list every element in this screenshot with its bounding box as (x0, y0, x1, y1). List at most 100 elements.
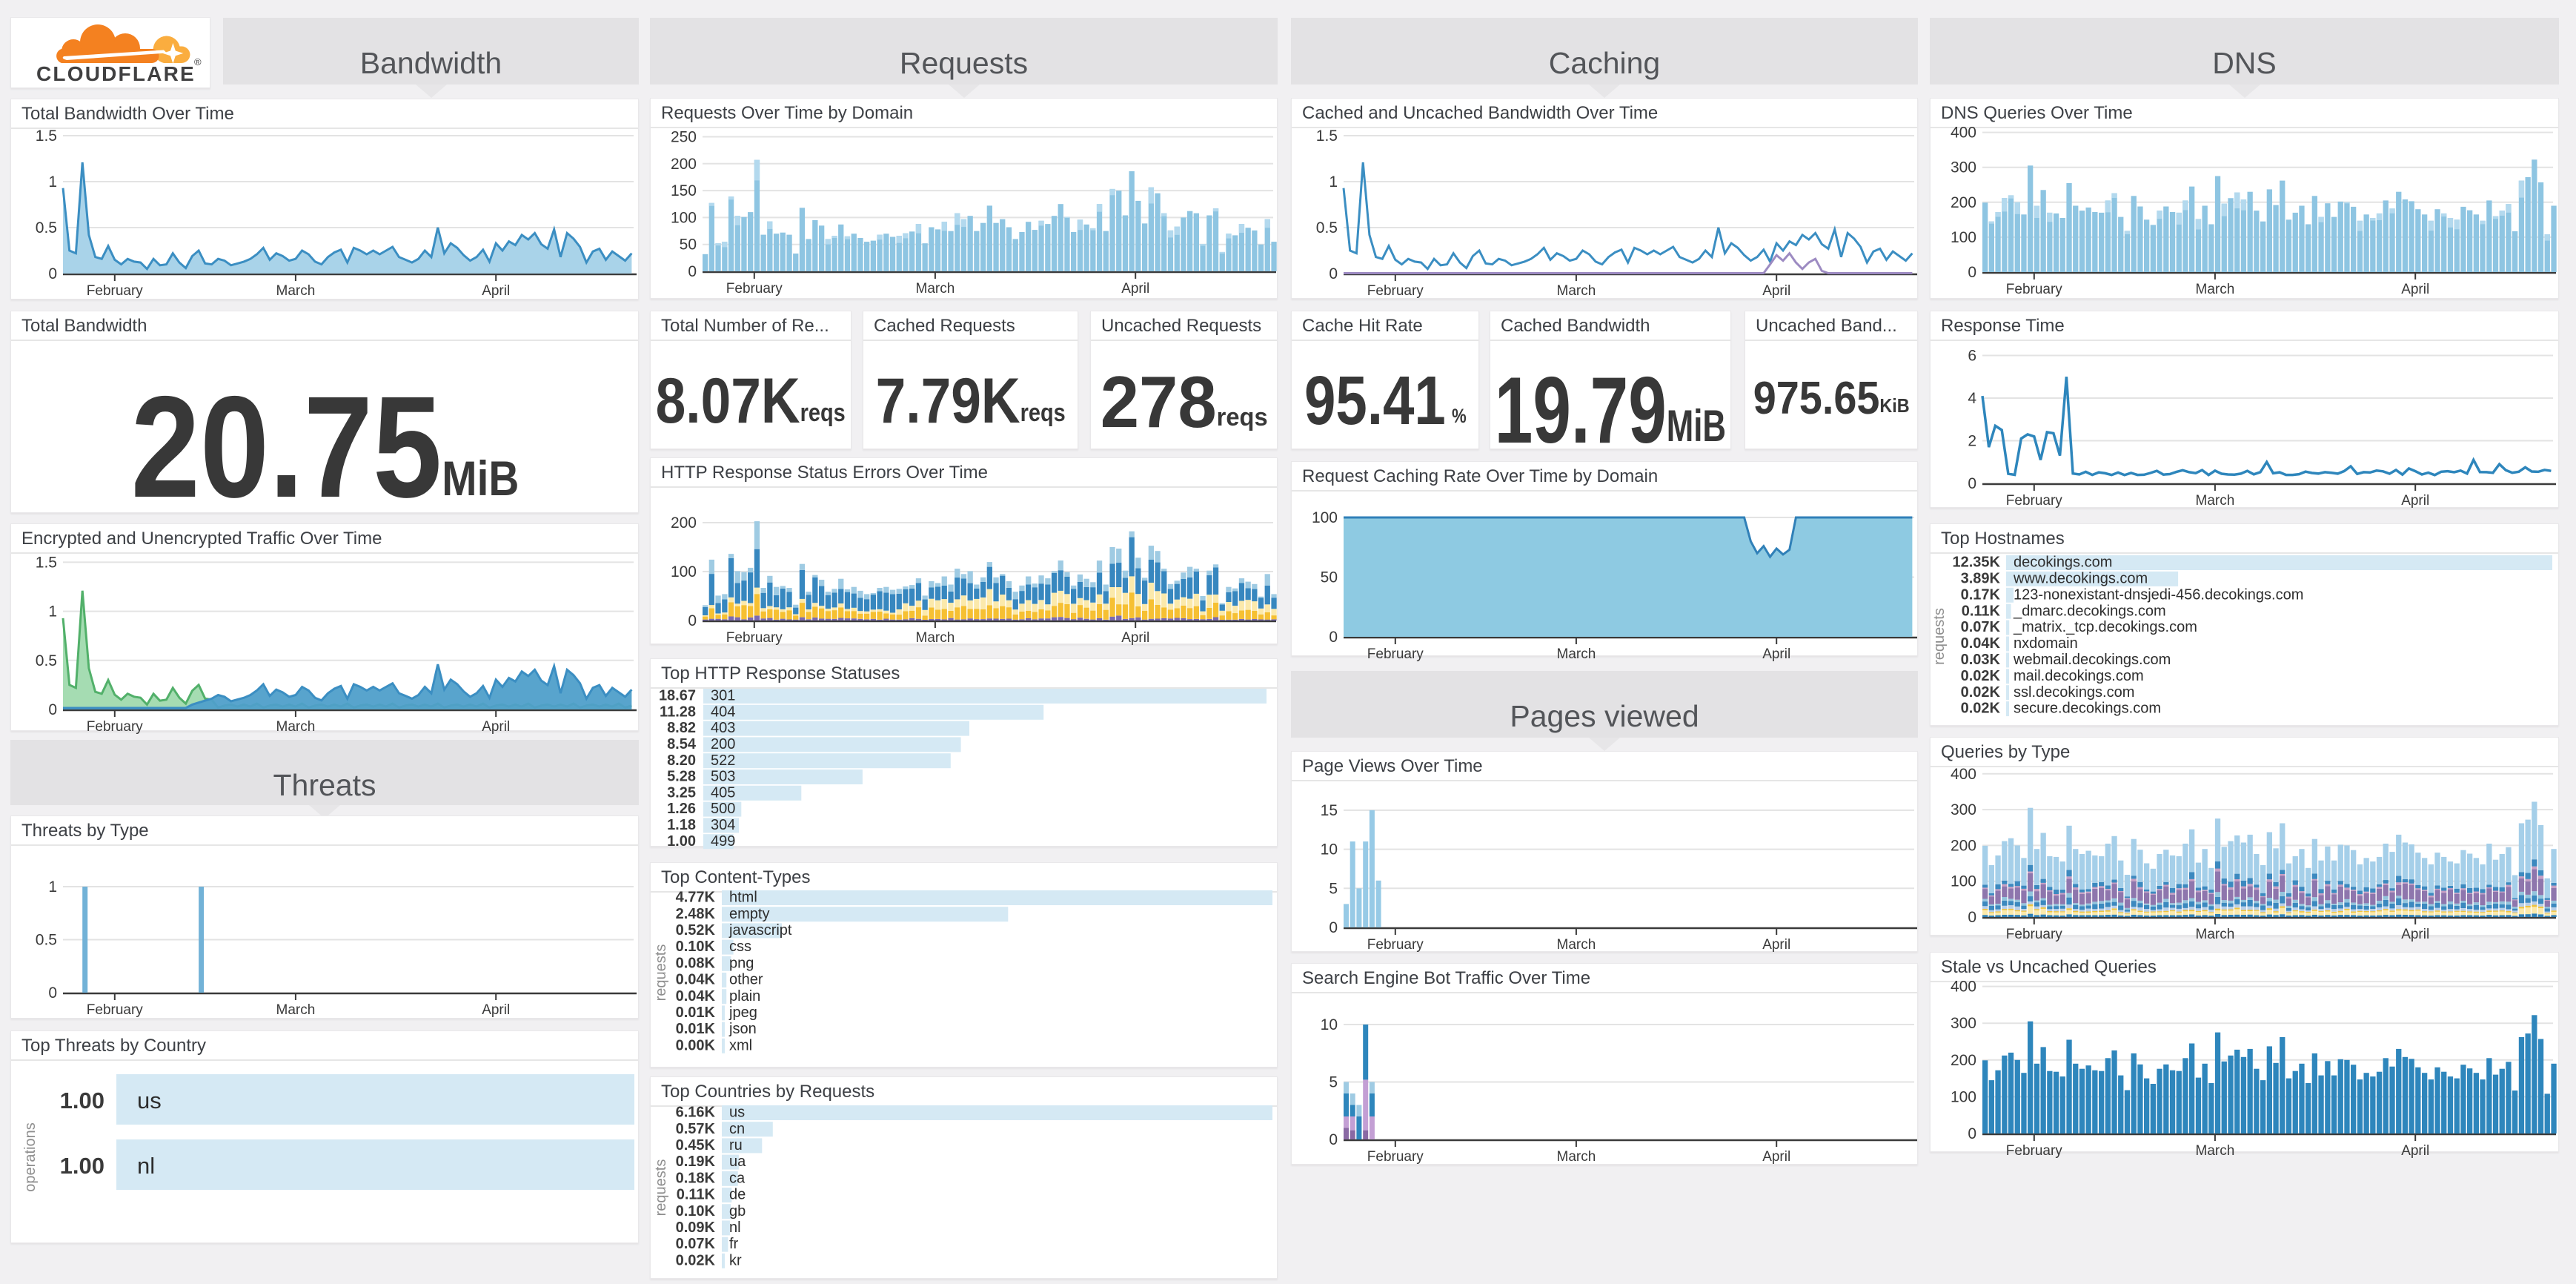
svg-text:0: 0 (1329, 1131, 1338, 1148)
svg-text:100: 100 (671, 209, 697, 226)
svg-text:February: February (1367, 283, 1424, 299)
svg-text:April: April (1762, 1149, 1790, 1165)
svg-text:March: March (916, 630, 955, 646)
svg-text:gb: gb (729, 1203, 746, 1220)
svg-text:February: February (2006, 282, 2063, 297)
svg-text:fr: fr (729, 1236, 739, 1252)
svg-text:xml: xml (729, 1037, 752, 1053)
svg-text:0: 0 (1968, 909, 1976, 926)
svg-text:0: 0 (48, 701, 57, 718)
svg-text:March: March (2196, 927, 2235, 942)
svg-text:February: February (2006, 493, 2063, 509)
svg-text:ssl.decokings.com: ssl.decokings.com (2014, 684, 2134, 701)
svg-text:1: 1 (48, 603, 57, 621)
svg-text:ua: ua (729, 1154, 746, 1170)
svg-text:jpeg: jpeg (728, 1005, 757, 1021)
svg-text:3.89K: 3.89K (1961, 571, 2001, 587)
svg-text:April: April (1121, 630, 1149, 646)
svg-text:5: 5 (1329, 880, 1338, 897)
svg-text:0.5: 0.5 (36, 652, 57, 669)
svg-text:15: 15 (1321, 802, 1338, 819)
svg-text:0: 0 (1329, 265, 1338, 282)
svg-text:ru: ru (729, 1137, 743, 1154)
svg-text:0.02K: 0.02K (1961, 668, 2001, 684)
svg-text:CLOUDFLARE: CLOUDFLARE (36, 62, 196, 85)
svg-text:April: April (1762, 283, 1790, 299)
svg-text:50: 50 (680, 236, 697, 254)
svg-text:0.00K: 0.00K (676, 1037, 716, 1053)
svg-text:April: April (1762, 937, 1790, 953)
svg-text:April: April (2401, 927, 2429, 942)
svg-text:1: 1 (48, 173, 57, 191)
svg-text:April: April (482, 283, 510, 299)
svg-text:6: 6 (1968, 348, 1976, 365)
svg-text:0.11K: 0.11K (1962, 603, 2001, 619)
svg-text:1.00: 1.00 (60, 1088, 104, 1113)
svg-text:12.35K: 12.35K (1953, 555, 2001, 571)
svg-text:February: February (1367, 937, 1424, 953)
svg-text:html: html (729, 890, 757, 906)
svg-text:February: February (1367, 646, 1424, 662)
svg-text:requests: requests (653, 944, 669, 1002)
svg-text:300: 300 (1951, 801, 1976, 818)
svg-text:_dmarc.decokings.com: _dmarc.decokings.com (2013, 603, 2166, 619)
svg-text:0.02K: 0.02K (676, 1252, 716, 1268)
svg-text:300: 300 (1951, 159, 1976, 176)
svg-text:February: February (726, 630, 783, 646)
svg-text:0.5: 0.5 (36, 932, 57, 949)
svg-text:February: February (2006, 927, 2063, 942)
svg-text:April: April (1762, 646, 1790, 662)
svg-text:March: March (276, 719, 316, 735)
svg-text:April: April (482, 1002, 510, 1018)
svg-text:2.48K: 2.48K (676, 906, 716, 922)
svg-text:0.08K: 0.08K (676, 955, 716, 971)
svg-text:March: March (1557, 283, 1596, 299)
svg-text:operations: operations (22, 1122, 39, 1191)
svg-text:0.02K: 0.02K (1961, 684, 2001, 701)
svg-text:200: 200 (671, 514, 697, 532)
svg-text:0.45K: 0.45K (676, 1137, 716, 1154)
svg-text:0.18K: 0.18K (676, 1170, 716, 1186)
svg-text:100: 100 (1951, 873, 1976, 890)
svg-text:200: 200 (671, 156, 697, 173)
svg-text:nl: nl (729, 1220, 741, 1236)
svg-text:nl: nl (137, 1153, 155, 1179)
svg-text:March: March (916, 281, 955, 297)
svg-text:200: 200 (1951, 837, 1976, 854)
svg-text:April: April (2401, 282, 2429, 297)
svg-text:10: 10 (1321, 1016, 1338, 1033)
svg-text:50: 50 (1321, 569, 1338, 586)
svg-text:0.5: 0.5 (1316, 219, 1338, 236)
svg-text:plain: plain (729, 988, 760, 1005)
svg-text:0.01K: 0.01K (676, 1005, 716, 1021)
svg-text:304: 304 (711, 817, 735, 833)
svg-text:empty: empty (729, 906, 769, 922)
svg-text:javascript: javascript (728, 922, 792, 939)
svg-text:February: February (2006, 1143, 2063, 1159)
svg-text:February: February (1367, 1149, 1424, 1165)
svg-text:5: 5 (1329, 1074, 1338, 1091)
svg-text:2: 2 (1968, 433, 1976, 450)
svg-text:1.18: 1.18 (667, 817, 696, 833)
svg-text:400: 400 (1951, 125, 1976, 142)
svg-text:1: 1 (1329, 173, 1338, 191)
svg-text:100: 100 (1951, 229, 1976, 246)
svg-text:300: 300 (1951, 1015, 1976, 1032)
svg-text:April: April (482, 719, 510, 735)
svg-text:requests: requests (1931, 608, 1948, 665)
svg-text:0.04K: 0.04K (676, 972, 716, 988)
svg-text:499: 499 (711, 833, 735, 850)
svg-text:0.03K: 0.03K (1961, 652, 2001, 668)
svg-text:1.5: 1.5 (1316, 128, 1338, 145)
svg-text:500: 500 (711, 801, 735, 817)
svg-text:18.67: 18.67 (659, 688, 696, 704)
svg-text:requests: requests (653, 1159, 669, 1217)
svg-text:0.04K: 0.04K (1961, 635, 2001, 652)
svg-text:March: March (276, 1002, 316, 1018)
svg-text:other: other (729, 972, 763, 988)
svg-text:100: 100 (1312, 509, 1338, 526)
svg-text:ca: ca (729, 1170, 746, 1186)
svg-text:0: 0 (1968, 1125, 1976, 1142)
svg-text:json: json (728, 1021, 757, 1037)
svg-text:0.57K: 0.57K (676, 1121, 716, 1137)
